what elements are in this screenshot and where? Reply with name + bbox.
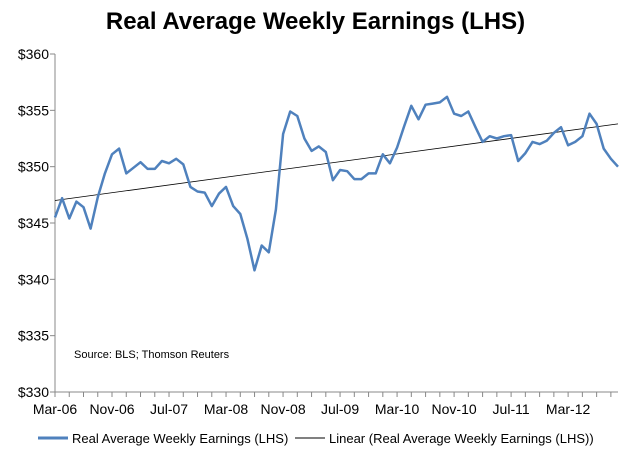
y-tick-label: $360 <box>18 46 49 62</box>
y-tick-label: $340 <box>18 271 49 287</box>
y-tick-label: $350 <box>18 159 49 175</box>
x-tick-label: Mar-12 <box>546 401 591 417</box>
x-tick-label: Nov-06 <box>89 401 134 417</box>
y-tick-label: $335 <box>18 328 49 344</box>
series-line-earnings <box>53 95 619 272</box>
trend-layer <box>54 123 619 201</box>
x-tick-label: Jul-11 <box>493 401 530 417</box>
x-tick-label: Jul-09 <box>321 401 359 417</box>
x-tick-label: Nov-08 <box>260 401 305 417</box>
axes-layer: $330 $335 $340 $345 $350 $355 $360 Mar-06 Nov-06… <box>18 46 618 417</box>
legend-label-linear: Linear (Real Average Weekly Earnings (LH… <box>329 431 594 446</box>
x-tick-label: Mar-06 <box>33 401 78 417</box>
x-tick-label: Nov-10 <box>432 401 477 417</box>
series-layer <box>53 95 619 272</box>
x-tick-label: Mar-08 <box>204 401 249 417</box>
x-tick-label: Jul-07 <box>150 401 188 417</box>
trend-line <box>54 123 619 201</box>
y-tick-label: $355 <box>18 102 49 118</box>
y-tick-label: $330 <box>18 384 49 400</box>
legend: Real Average Weekly Earnings (LHS) Linear… <box>38 431 594 446</box>
x-tick-label: Mar-10 <box>375 401 420 417</box>
source-annotation: Source: BLS; Thomson Reuters <box>74 349 230 361</box>
chart-title: Real Average Weekly Earnings (LHS) <box>105 8 526 35</box>
y-tick-label: $345 <box>18 215 49 231</box>
legend-label-earnings: Real Average Weekly Earnings (LHS) <box>72 431 288 446</box>
